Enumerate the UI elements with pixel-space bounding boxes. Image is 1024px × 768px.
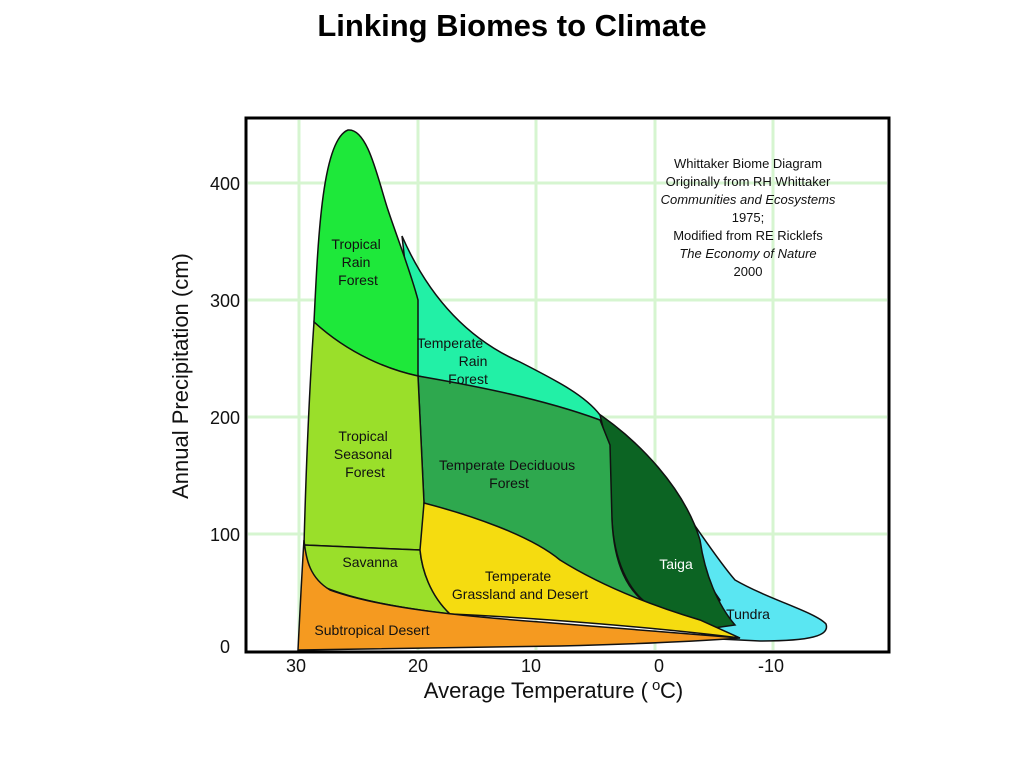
y-tick-label: 0	[220, 637, 230, 657]
y-axis-title: Annual Precipitation (cm)	[168, 253, 193, 499]
y-tick-label: 400	[210, 174, 240, 194]
label-taiga: Taiga	[659, 556, 693, 572]
y-tick-label: 100	[210, 525, 240, 545]
note-line-6: The Economy of Nature	[679, 246, 816, 261]
label-temperate-deciduous-forest: Temperate Deciduous Forest	[439, 457, 579, 491]
biome-labels: Tropical Rain Forest Temperate Rain Fore…	[314, 236, 770, 638]
note-line-4: 1975;	[732, 210, 765, 225]
region-subtropical-desert	[297, 539, 741, 651]
degree-symbol: o	[652, 677, 660, 694]
y-tick-label: 300	[210, 291, 240, 311]
x-tick-label: 30	[286, 656, 306, 676]
x-tick-label: 0	[654, 656, 664, 676]
x-axis-title-main: Average Temperature (	[424, 678, 649, 703]
source-note: Whittaker Biome Diagram Originally from …	[661, 156, 836, 279]
plot-frame	[244, 116, 891, 654]
note-line-3: Communities and Ecosystems	[661, 192, 836, 207]
x-tick-label: -10	[758, 656, 784, 676]
x-axis-title: Average Temperature ( o C)	[424, 677, 683, 703]
label-tropical-rain-forest: Tropical Rain Forest	[331, 236, 384, 288]
label-savanna: Savanna	[342, 554, 397, 570]
label-temperate-rain-forest: Temperate Rain Forest	[417, 335, 491, 387]
note-line-5: Modified from RE Ricklefs	[673, 228, 823, 243]
y-tick-label: 200	[210, 408, 240, 428]
region-taiga	[588, 405, 737, 631]
label-temperate-grassland: Temperate Grassland and Desert	[452, 568, 588, 602]
label-tundra: Tundra	[726, 606, 770, 622]
x-tick-label: 20	[408, 656, 428, 676]
y-tick-labels: 400 300 200 100 0	[210, 174, 240, 657]
x-tick-label: 10	[521, 656, 541, 676]
label-subtropical-desert: Subtropical Desert	[314, 622, 429, 638]
biome-regions	[297, 129, 828, 651]
page-title: Linking Biomes to Climate	[317, 8, 707, 43]
label-tropical-seasonal-forest: Tropical Seasonal Forest	[334, 428, 396, 480]
note-line-2: Originally from RH Whittaker	[666, 174, 831, 189]
note-line-1: Whittaker Biome Diagram	[674, 156, 822, 171]
note-line-7: 2000	[734, 264, 763, 279]
x-axis-title-unit: C)	[660, 678, 683, 703]
x-tick-labels: 30 20 10 0 -10	[286, 656, 784, 676]
